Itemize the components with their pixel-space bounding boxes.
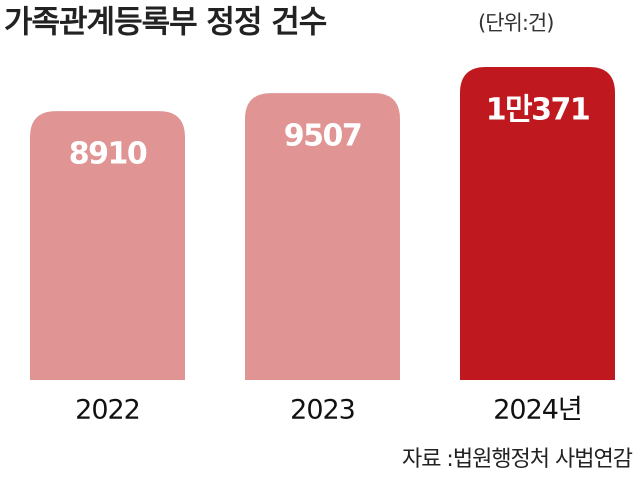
source: 자료 :법원행정처 사법연감 bbox=[402, 447, 633, 472]
value-label: 9507 bbox=[284, 119, 362, 154]
x-tick-label: 2024년 bbox=[493, 395, 582, 426]
bar bbox=[245, 93, 400, 380]
bar bbox=[30, 111, 185, 380]
x-tick-label: 2023 bbox=[290, 395, 355, 426]
x-tick-label: 2022 bbox=[75, 395, 140, 426]
bar bbox=[460, 67, 615, 380]
value-label: 8910 bbox=[69, 137, 147, 172]
chart-subtitle: (단위:건) bbox=[478, 11, 553, 35]
value-label: 1만371 bbox=[486, 93, 590, 128]
chart-title: 가족관계등록부 정정 건수 bbox=[4, 5, 327, 41]
